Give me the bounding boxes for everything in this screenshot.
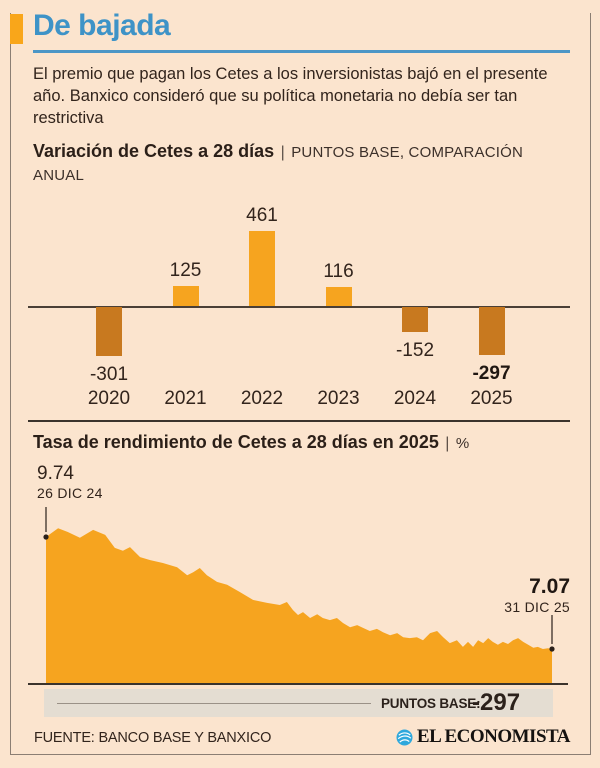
bar-year-label: 2025 bbox=[470, 388, 513, 409]
source-text: FUENTE: BANCO BASE Y BANXICO bbox=[34, 730, 272, 746]
bar-value-label: 116 bbox=[323, 261, 354, 282]
area-baseline bbox=[28, 683, 568, 685]
annotation-dot bbox=[549, 646, 555, 652]
bar-year-label: 2020 bbox=[87, 388, 131, 409]
start-date: 26 DIC 24 bbox=[37, 485, 103, 501]
bar-value-label: -301 bbox=[89, 364, 129, 385]
area-chart-unit-label: % bbox=[455, 435, 470, 452]
bar-year-label: 2022 bbox=[240, 388, 284, 409]
brand-name: EL ECONOMISTA bbox=[416, 726, 571, 747]
end-value: 7.07 bbox=[529, 575, 570, 598]
bar-chart-title: Variación de Cetes a 28 días bbox=[33, 141, 275, 161]
page-title: De bajada bbox=[33, 9, 171, 42]
end-annotation: 7.07 31 DIC 25 bbox=[504, 575, 570, 615]
bar-chart-unit-label: PUNTOS BASE, COMPARACIÓN ANUAL bbox=[33, 144, 523, 184]
frame-border bbox=[10, 13, 591, 755]
zero-axis-line bbox=[28, 306, 570, 308]
bar-value-label: -297 bbox=[472, 363, 511, 384]
bar-2020 bbox=[96, 307, 122, 356]
area-chart-header: Tasa de rendimiento de Cetes a 28 días e… bbox=[33, 431, 593, 455]
bar-value-label: 461 bbox=[246, 205, 278, 226]
bar-2024 bbox=[402, 307, 428, 332]
bar-2023 bbox=[325, 287, 352, 306]
badge-value: -297 bbox=[472, 689, 521, 716]
points-base-badge: PUNTOS BASE: -297 bbox=[44, 689, 553, 717]
intro-text: El premio que pagan los Cetes a los inve… bbox=[33, 65, 548, 127]
globe-icon bbox=[396, 729, 413, 745]
title-bullet-icon bbox=[10, 14, 23, 44]
start-value: 9.74 bbox=[37, 463, 74, 484]
end-date: 31 DIC 25 bbox=[504, 599, 570, 615]
area-fill bbox=[46, 528, 552, 683]
bar-year-label: 2024 bbox=[393, 388, 437, 409]
bar-2022 bbox=[249, 231, 275, 306]
brand-logo: EL ECONOMISTA bbox=[396, 726, 571, 748]
area-chart-svg bbox=[43, 507, 555, 683]
bar-chart-header: Variación de Cetes a 28 días | PUNTOS BA… bbox=[33, 140, 533, 187]
section-divider bbox=[28, 420, 570, 422]
annotation-dot bbox=[43, 534, 49, 540]
start-annotation: 9.74 26 DIC 24 bbox=[37, 463, 103, 501]
bar-year-label: 2023 bbox=[317, 388, 360, 409]
area-chart-title: Tasa de rendimiento de Cetes a 28 días e… bbox=[33, 432, 439, 452]
bar-chart: -301 2020 125 2021 461 2022 116 2023 -152 2024 -29… bbox=[0, 195, 600, 422]
bar-value-label: -152 bbox=[395, 340, 435, 361]
bar-year-label: 2021 bbox=[164, 388, 207, 409]
title-underline bbox=[33, 50, 570, 53]
bar-value-label: 125 bbox=[169, 260, 202, 281]
header-separator: | bbox=[280, 144, 285, 161]
bar-2025 bbox=[478, 307, 505, 355]
badge-label: PUNTOS BASE: bbox=[381, 696, 481, 711]
badge-rule-line bbox=[57, 703, 371, 704]
bar-2021 bbox=[172, 286, 199, 306]
header-separator: | bbox=[445, 435, 450, 452]
